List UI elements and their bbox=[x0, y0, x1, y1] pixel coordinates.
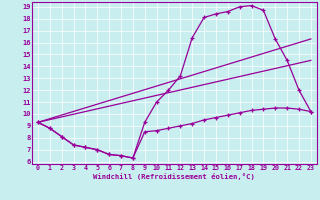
X-axis label: Windchill (Refroidissement éolien,°C): Windchill (Refroidissement éolien,°C) bbox=[93, 173, 255, 180]
